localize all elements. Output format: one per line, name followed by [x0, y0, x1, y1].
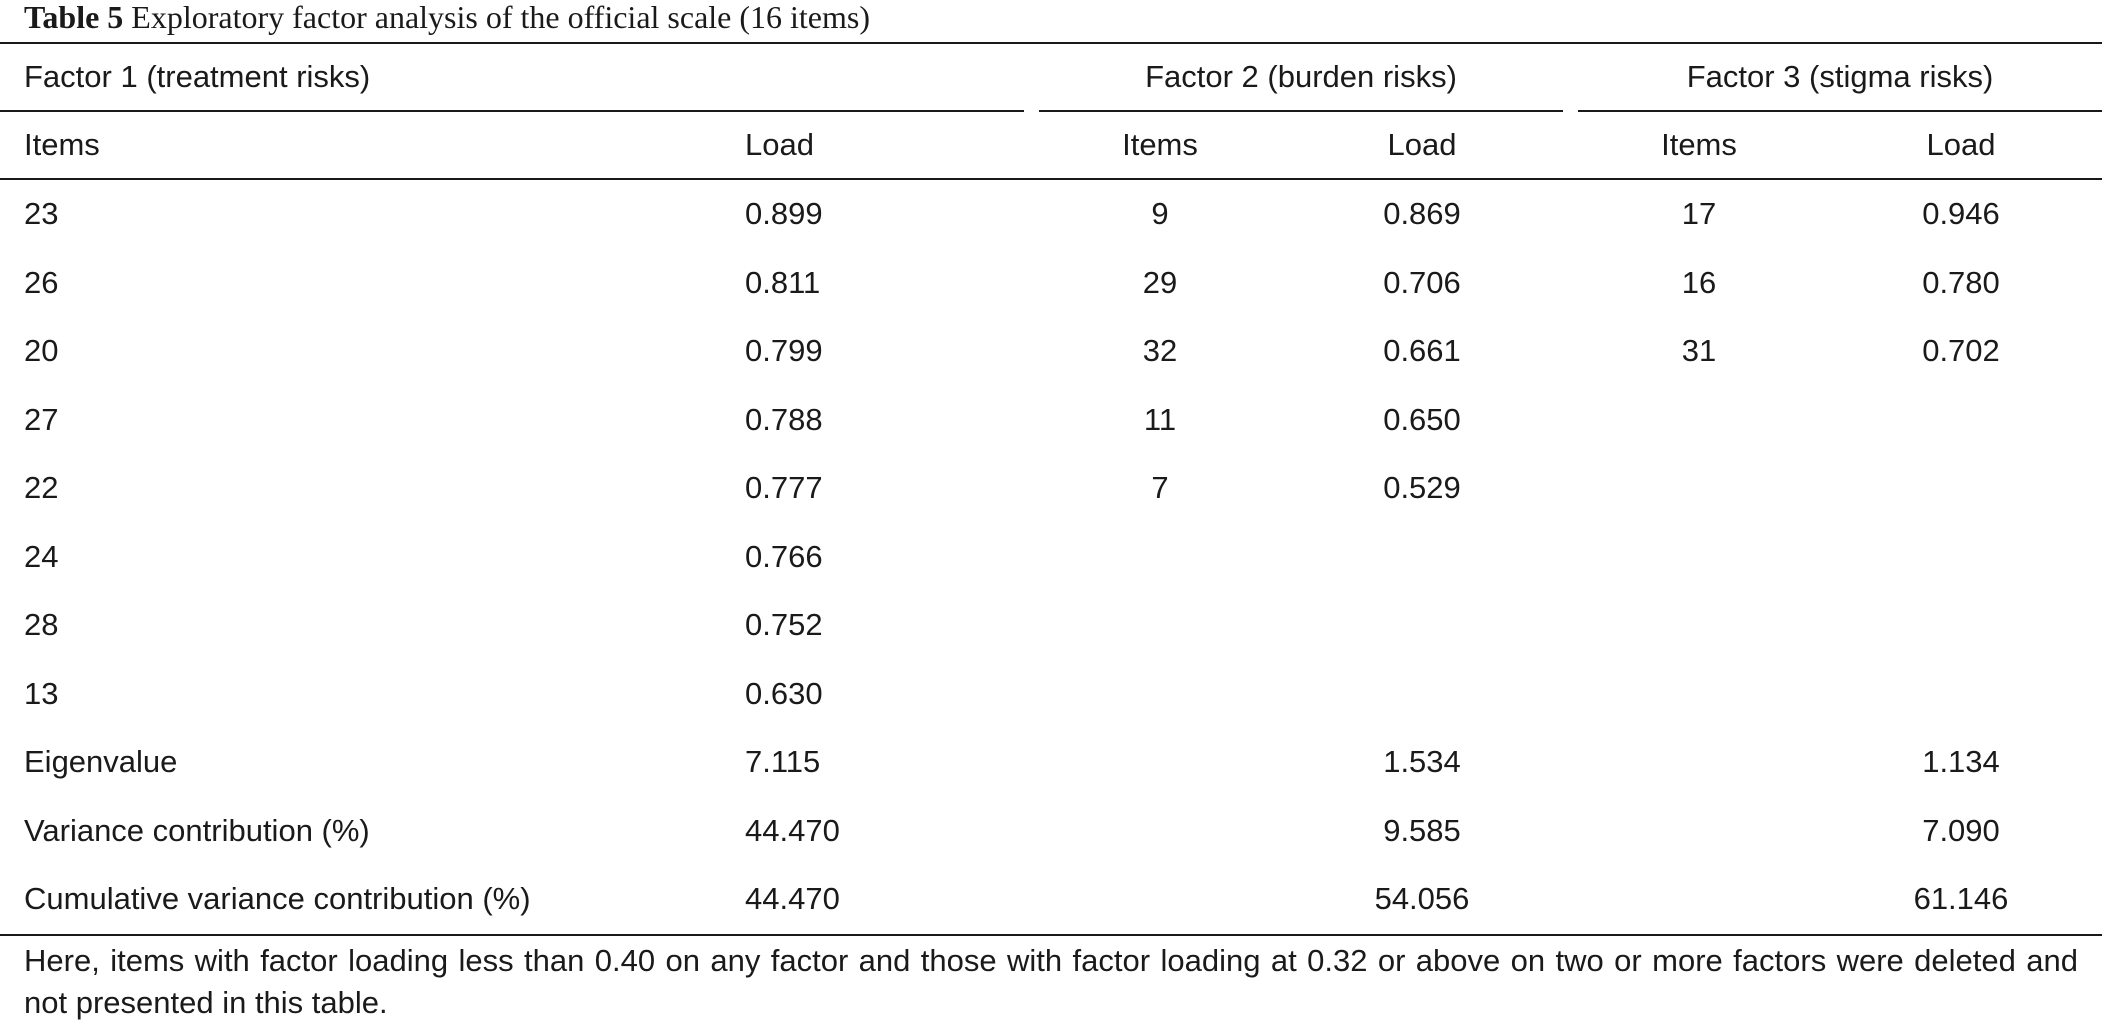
f2-summary-value: 54.056 — [1374, 881, 1470, 916]
factor3-header: Factor 3 (stigma risks) — [1686, 59, 1994, 94]
bottom-rule — [0, 934, 2102, 936]
f2-load-cell — [1322, 660, 1522, 728]
f2-item-cell: 9 — [1151, 196, 1169, 231]
f1-load-cell: 0.811 — [745, 264, 821, 300]
factor3-underline — [1578, 110, 2102, 112]
f1-load-cell: 0.788 — [745, 401, 823, 437]
factor1-header: Factor 1 (treatment risks) — [24, 59, 371, 94]
summary-label: Variance contribution (%) — [24, 812, 370, 848]
f1-summary-value: 44.470 — [745, 812, 840, 848]
f3-load-cell — [1861, 523, 2061, 591]
f3-item-cell — [1599, 591, 1799, 659]
f3-item-cell: 17 — [1681, 196, 1717, 231]
factor2-underline — [1039, 110, 1563, 112]
f2-item-cell — [1060, 660, 1260, 728]
f3-item-cell — [1599, 454, 1799, 522]
f3-summary-value: 7.090 — [1922, 812, 2000, 848]
f1-item-cell: 22 — [24, 470, 59, 505]
f3-load-cell: 0.780 — [1922, 264, 2000, 300]
table-label: Table 5 — [24, 0, 124, 35]
f3-load-header: Load — [1926, 127, 1996, 162]
f1-item-cell: 20 — [24, 333, 59, 368]
summary-label: Cumulative variance contribution (%) — [24, 881, 531, 916]
f2-item-cell: 7 — [1151, 470, 1169, 505]
f2-load-header: Load — [1387, 127, 1457, 162]
f1-load-cell: 0.799 — [745, 333, 823, 368]
f2-load-cell: 0.661 — [1383, 333, 1461, 368]
f1-load-cell: 0.777 — [745, 470, 823, 505]
f3-item-cell: 31 — [1681, 333, 1717, 368]
f1-load-cell: 0.899 — [745, 196, 823, 231]
f2-item-cell: 11 — [1143, 401, 1177, 437]
f1-load-cell: 0.766 — [745, 538, 823, 574]
f1-item-cell: 13 — [24, 675, 59, 711]
f2-load-cell: 0.529 — [1383, 470, 1461, 505]
f2-summary-value: 1.534 — [1383, 744, 1461, 779]
f3-item-cell — [1599, 386, 1799, 454]
f3-load-cell — [1861, 591, 2061, 659]
top-rule — [0, 42, 2102, 44]
table-caption: Table 5 Exploratory factor analysis of t… — [24, 0, 870, 36]
f2-load-cell — [1322, 591, 1522, 659]
f2-load-cell — [1322, 523, 1522, 591]
f2-load-cell: 0.650 — [1383, 401, 1461, 437]
f2-load-cell: 0.706 — [1383, 264, 1461, 300]
f3-items-header: Items — [1661, 127, 1737, 162]
f3-load-cell: 0.946 — [1922, 196, 2000, 231]
f1-item-cell: 23 — [24, 196, 59, 231]
f2-item-cell — [1060, 523, 1260, 591]
factor2-header: Factor 2 (burden risks) — [1145, 59, 1457, 94]
f1-load-cell: 0.752 — [745, 607, 823, 642]
f3-item-cell — [1599, 660, 1799, 728]
header-rule — [0, 178, 2102, 180]
table-note: Here, items with factor loading less tha… — [24, 943, 2078, 1020]
f2-load-cell: 0.869 — [1383, 196, 1461, 231]
f3-item-cell: 16 — [1681, 264, 1717, 300]
f1-load-cell: 0.630 — [745, 675, 823, 711]
f1-item-cell: 28 — [24, 607, 59, 642]
f3-load-cell: 0.702 — [1922, 333, 2000, 368]
f3-summary-value: 61.146 — [1913, 881, 2009, 916]
f2-item-cell: 32 — [1142, 333, 1178, 368]
f1-item-cell: 24 — [24, 538, 59, 574]
f1-summary-value: 7.115 — [745, 744, 821, 779]
f3-load-cell — [1861, 660, 2061, 728]
f3-summary-value: 1.134 — [1922, 744, 2000, 779]
f3-item-cell — [1599, 523, 1799, 591]
summary-label: Eigenvalue — [24, 744, 178, 779]
factor1-underline — [0, 110, 1024, 112]
table-title: Exploratory factor analysis of the offic… — [131, 0, 870, 35]
f2-items-header: Items — [1122, 127, 1198, 162]
f2-summary-value: 9.585 — [1383, 812, 1461, 848]
f1-load-header: Load — [745, 127, 814, 162]
f1-summary-value: 44.470 — [745, 881, 840, 916]
f3-load-cell — [1861, 454, 2061, 522]
f1-item-cell: 27 — [24, 401, 59, 437]
f1-items-header: Items — [24, 127, 100, 162]
f2-item-cell — [1060, 591, 1260, 659]
f2-item-cell: 29 — [1142, 264, 1178, 300]
f1-item-cell: 26 — [24, 264, 59, 300]
f3-load-cell — [1861, 386, 2061, 454]
